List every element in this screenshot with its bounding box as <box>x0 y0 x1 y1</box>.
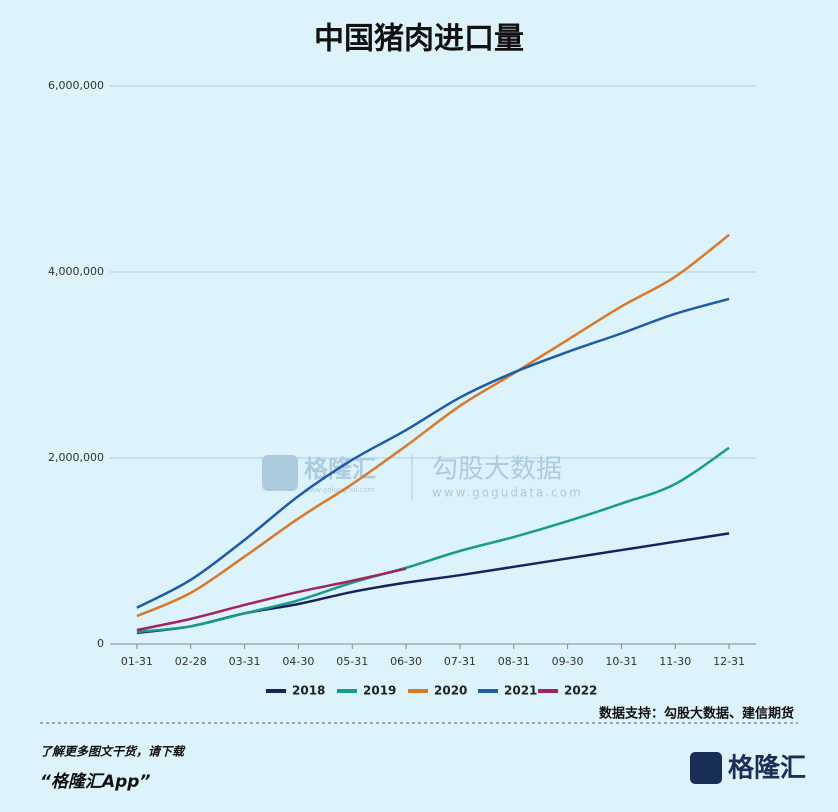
x-tick-label: 01-31 <box>121 655 153 668</box>
x-tick-label: 12-31 <box>713 655 745 668</box>
series-line <box>136 233 730 618</box>
footer-logo: 格隆汇 <box>728 753 806 784</box>
series-line <box>136 567 407 632</box>
x-tick-label: 09-30 <box>552 655 584 668</box>
footer-logo-icon <box>690 752 722 784</box>
legend-label: 2018 <box>292 684 325 698</box>
x-tick-label: 05-31 <box>336 655 368 668</box>
legend-label: 2020 <box>434 684 467 698</box>
x-tick-label: 06-30 <box>390 655 422 668</box>
footer-line2: “格隆汇App” <box>40 772 150 792</box>
x-tick-label: 11-30 <box>659 655 691 668</box>
y-tick-label: 2,000,000 <box>48 451 104 464</box>
chart-title: 中国猪肉进口量 <box>314 22 524 57</box>
watermark: 格隆汇 www.gelonghui.com 勾股大数据 www.gogudata… <box>262 455 583 500</box>
x-tick-label: 10-31 <box>605 655 637 668</box>
legend-label: 2022 <box>564 684 597 698</box>
watermark-partner-url: www.gogudata.com <box>432 486 583 500</box>
source: 数据支持：勾股大数据、建信期货 <box>599 706 794 722</box>
legend-label: 2021 <box>504 684 537 698</box>
watermark-brand-url: www.gelonghui.com <box>304 486 375 494</box>
y-tick-label: 0 <box>97 637 104 650</box>
watermark-partner: 勾股大数据 <box>432 455 562 485</box>
y-tick-label: 4,000,000 <box>48 265 104 278</box>
series-line <box>136 297 730 609</box>
x-tick-label: 04-30 <box>282 655 314 668</box>
x-tick-label: 07-31 <box>444 655 476 668</box>
footer-line1: 了解更多图文干货，请下载 <box>40 745 186 759</box>
series-line <box>136 446 730 634</box>
x-tick-label: 02-28 <box>175 655 207 668</box>
y-tick-label: 6,000,000 <box>48 79 104 92</box>
watermark-icon <box>262 455 298 491</box>
x-tick-label: 08-31 <box>498 655 530 668</box>
x-tick-label: 03-31 <box>229 655 261 668</box>
legend-label: 2019 <box>363 684 396 698</box>
